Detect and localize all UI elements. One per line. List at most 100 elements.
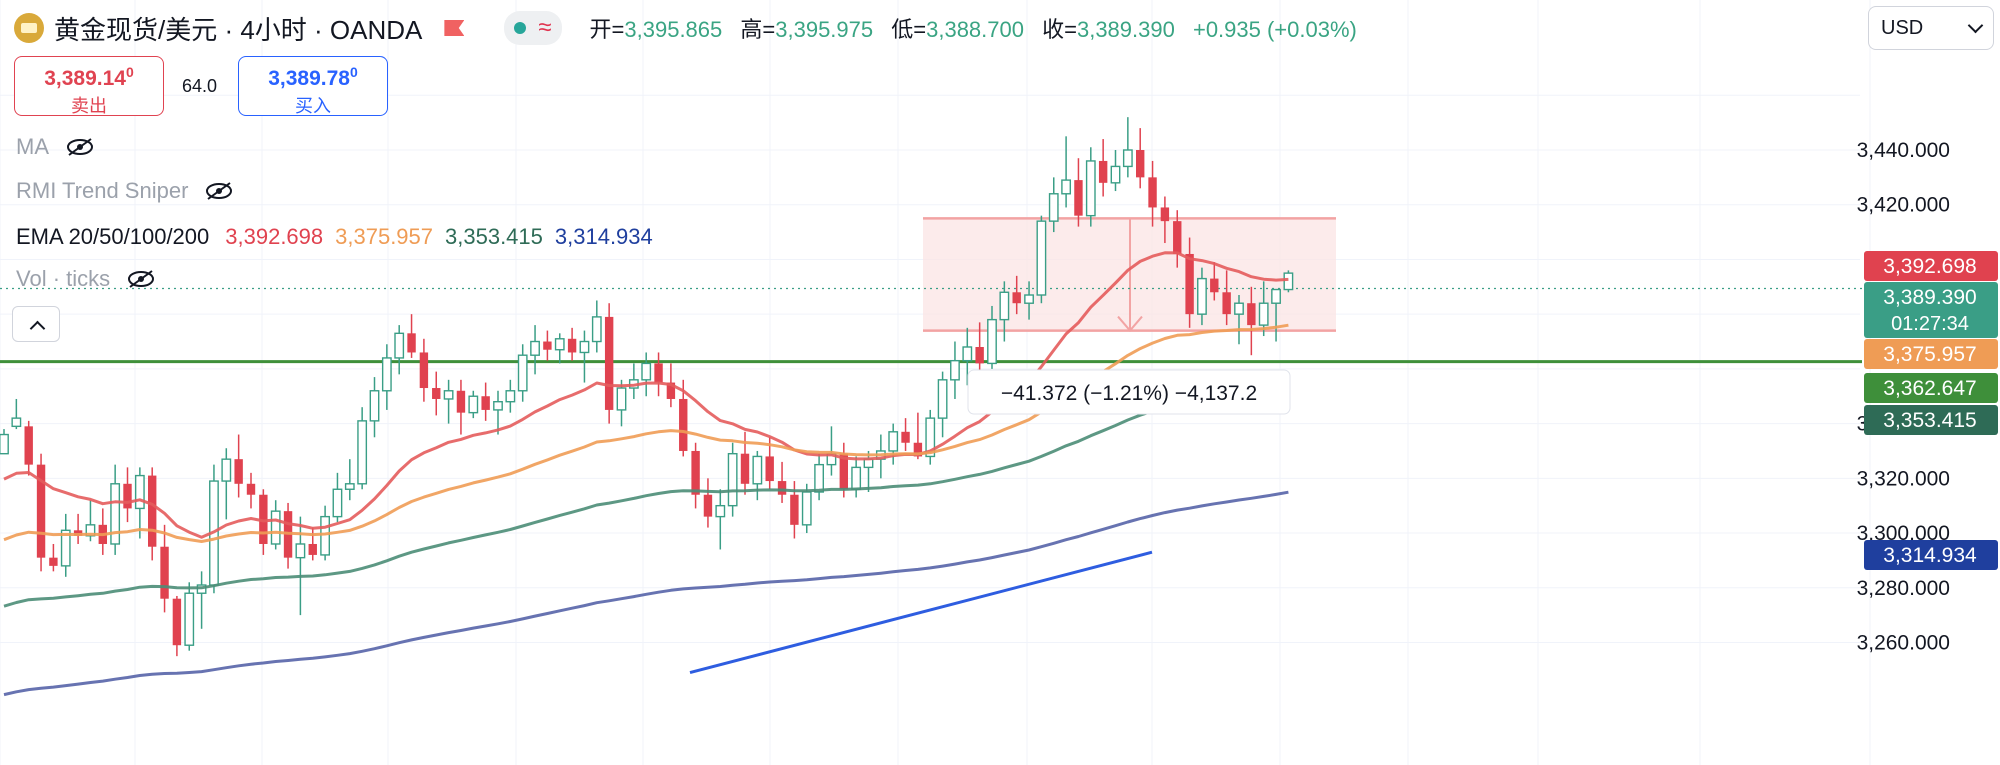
rmi-label: RMI Trend Sniper bbox=[16, 178, 189, 203]
candle-body bbox=[740, 453, 750, 484]
candle-body bbox=[481, 396, 490, 410]
buy-price-sup: 0 bbox=[349, 64, 358, 80]
candle-body bbox=[1122, 149, 1133, 168]
candle-body bbox=[579, 340, 590, 354]
candle-body bbox=[517, 354, 528, 392]
candle-body bbox=[999, 291, 1010, 321]
candle-body bbox=[1173, 221, 1182, 254]
candle-body bbox=[851, 466, 862, 490]
candle-body bbox=[777, 481, 787, 495]
price-badge bbox=[1864, 405, 1998, 435]
candle-body bbox=[901, 431, 910, 443]
candle-body bbox=[591, 316, 602, 343]
candle-body bbox=[814, 463, 825, 493]
ohlc-values: 开=3,395.865 高=3,395.975 低=3,388.700 收=3,… bbox=[590, 12, 1369, 44]
ema100-value: 3,353.415 bbox=[445, 224, 543, 249]
candle-body bbox=[270, 510, 281, 545]
candle-body bbox=[604, 316, 614, 410]
spread-value: 64.0 bbox=[182, 76, 218, 96]
eye-hidden-icon[interactable] bbox=[126, 269, 156, 289]
candle-body bbox=[1024, 294, 1034, 304]
candle-body bbox=[530, 340, 540, 356]
price-badge bbox=[1864, 251, 1998, 281]
candle-body bbox=[493, 401, 503, 411]
candle-body bbox=[172, 598, 182, 646]
candle-body bbox=[11, 417, 22, 428]
candle-body bbox=[344, 483, 355, 490]
range-label-box bbox=[967, 369, 1291, 415]
candle-body bbox=[962, 346, 973, 362]
indicator-ema[interactable]: EMA 20/50/100/200 3,392.698 3,375.957 3,… bbox=[16, 224, 653, 250]
y-tick-label: 3,440.000 bbox=[1857, 139, 1950, 162]
candle-body bbox=[320, 515, 330, 556]
candle-body bbox=[987, 318, 997, 365]
chart-header: 黄金现货/美元 · 4小时 · OANDA ≈ 开=3,395.865 高=3,… bbox=[14, 8, 1369, 48]
collapse-legend-button[interactable] bbox=[12, 306, 60, 342]
candle-body bbox=[641, 362, 652, 381]
low-label: 低= bbox=[891, 17, 927, 42]
sell-button[interactable]: 3,389.140 卖出 bbox=[14, 56, 164, 116]
close-label: 收= bbox=[1042, 17, 1077, 42]
status-pill[interactable]: ≈ bbox=[504, 11, 562, 45]
y-tick-label: 3,280.000 bbox=[1857, 577, 1950, 600]
candle-body bbox=[937, 379, 948, 419]
y-tick-label: 3,420.000 bbox=[1857, 194, 1950, 217]
flag-icon[interactable] bbox=[444, 20, 465, 36]
candle-body bbox=[1271, 288, 1281, 304]
gold-symbol-icon bbox=[14, 13, 44, 43]
candle-body bbox=[308, 543, 317, 555]
candle-body bbox=[1012, 292, 1021, 304]
candle-body bbox=[1048, 193, 1059, 222]
candle-body bbox=[148, 475, 157, 547]
candle-body bbox=[160, 546, 169, 599]
eye-hidden-icon[interactable] bbox=[204, 181, 234, 201]
candle-body bbox=[1197, 277, 1207, 315]
currency-select[interactable]: USD bbox=[1868, 6, 1994, 50]
ema100-line bbox=[3, 385, 1289, 608]
wave-icon: ≈ bbox=[538, 14, 552, 41]
candle-body bbox=[443, 390, 454, 400]
candle-body bbox=[1110, 165, 1121, 184]
candle-body bbox=[1185, 253, 1194, 315]
candle-body bbox=[703, 494, 713, 517]
candle-body bbox=[432, 388, 441, 399]
eye-hidden-icon[interactable] bbox=[65, 137, 95, 157]
y-tick-label: 3,300.000 bbox=[1857, 522, 1950, 545]
candle-body bbox=[765, 456, 774, 482]
candle-body bbox=[0, 433, 9, 455]
countdown-timer: 01:27:34 bbox=[1891, 313, 1969, 335]
candle-body bbox=[839, 453, 848, 490]
candle-body bbox=[407, 333, 416, 353]
candle-body bbox=[221, 458, 232, 482]
y-tick-label: 3,320.000 bbox=[1857, 467, 1950, 490]
candle-body bbox=[1148, 177, 1157, 208]
candle-body bbox=[715, 504, 726, 518]
candle-body bbox=[727, 452, 738, 507]
trend-line bbox=[689, 550, 1153, 675]
candle-body bbox=[654, 363, 663, 383]
candle-body bbox=[1136, 150, 1145, 178]
high-label: 高= bbox=[740, 17, 776, 42]
candle-body bbox=[790, 494, 799, 525]
candle-body bbox=[913, 442, 923, 457]
candle-body bbox=[1061, 179, 1072, 195]
buy-button[interactable]: 3,389.780 买入 bbox=[238, 56, 388, 116]
candle-body bbox=[679, 398, 688, 451]
candle-body bbox=[1098, 160, 1108, 183]
price-badge-value: 3,353.415 bbox=[1883, 409, 1976, 432]
candle-body bbox=[259, 494, 268, 544]
indicator-vol[interactable]: Vol · ticks bbox=[16, 266, 156, 292]
symbol-title[interactable]: 黄金现货/美元 · 4小时 · OANDA bbox=[54, 14, 423, 45]
candle-body bbox=[1036, 220, 1047, 296]
candle-body bbox=[1234, 302, 1244, 315]
candle-body bbox=[1074, 180, 1083, 216]
low-value: 3,388.700 bbox=[926, 17, 1024, 42]
indicator-rmi[interactable]: RMI Trend Sniper bbox=[16, 178, 234, 204]
indicator-ma[interactable]: MA bbox=[16, 134, 95, 160]
price-badge-value: 3,314.934 bbox=[1883, 544, 1977, 567]
ema50-value: 3,375.957 bbox=[335, 224, 434, 249]
candle-body bbox=[543, 341, 552, 350]
buy-label: 买入 bbox=[295, 96, 331, 116]
candle-body bbox=[1247, 303, 1256, 326]
